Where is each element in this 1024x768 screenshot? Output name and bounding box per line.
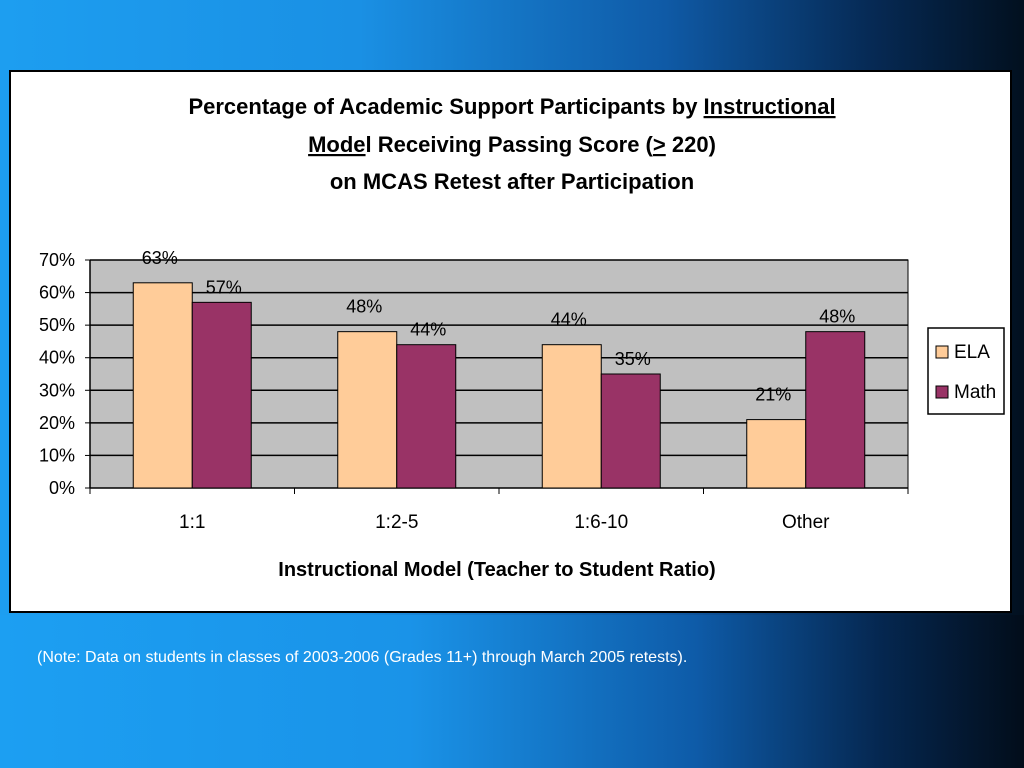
bar-math <box>396 344 457 489</box>
chart-title-segment: Instructional <box>704 94 836 119</box>
chart-title-line-3: on MCAS Retest after Participation <box>330 169 694 194</box>
bar-math <box>191 301 252 489</box>
chart-title-segment: l Receiving Passing Score ( <box>366 132 654 157</box>
chart-panel: Percentage of Academic Support Participa… <box>9 70 1012 613</box>
data-label: 35% <box>615 349 651 369</box>
footnote: (Note: Data on students in classes of 20… <box>37 649 688 666</box>
x-tick-label: 1:6-10 <box>574 512 628 533</box>
x-tick-label: 1:2-5 <box>375 512 418 533</box>
chart-title-line-2: Model Receiving Passing Score (> 220) <box>308 132 716 157</box>
bar-ela <box>132 282 193 489</box>
y-tick-label: 10% <box>39 445 75 465</box>
bar-chart: Percentage of Academic Support Participa… <box>39 94 1005 581</box>
legend <box>927 327 1005 415</box>
chart-title-line-1: Percentage of Academic Support Participa… <box>188 94 835 119</box>
legend-label-ela: ELA <box>954 342 990 363</box>
y-tick-label: 50% <box>39 315 75 335</box>
y-tick-label: 20% <box>39 413 75 433</box>
y-tick-label: 30% <box>39 380 75 400</box>
bar-math <box>600 373 661 489</box>
y-tick-label: 70% <box>39 250 75 270</box>
bar-ela <box>746 419 807 489</box>
bar-ela <box>337 331 398 489</box>
x-axis-title: Instructional Model (Teacher to Student … <box>278 559 715 581</box>
data-label: 57% <box>206 277 242 297</box>
bar-ela <box>541 344 602 489</box>
legend-swatch-math <box>935 385 949 399</box>
bar-math <box>805 331 866 489</box>
x-tick-label: Other <box>782 512 830 533</box>
chart-title-segment: on MCAS Retest after Participation <box>330 169 694 194</box>
chart-title-segment: 220) <box>666 132 716 157</box>
data-label: 48% <box>819 307 855 327</box>
chart-title-segment: Mode <box>308 132 365 157</box>
legend-label-math: Math <box>954 382 996 403</box>
data-label: 48% <box>346 297 382 317</box>
data-label: 63% <box>142 248 178 268</box>
y-tick-label: 40% <box>39 348 75 368</box>
x-tick-label: 1:1 <box>179 512 205 533</box>
legend-swatch-ela <box>935 345 949 359</box>
y-tick-label: 60% <box>39 283 75 303</box>
data-label: 44% <box>410 320 446 340</box>
y-tick-label: 0% <box>49 478 75 498</box>
data-label: 44% <box>551 310 587 330</box>
chart-title-segment: Percentage of Academic Support Participa… <box>188 94 703 119</box>
slide-background <box>0 615 1024 768</box>
chart-title-segment: > <box>653 132 666 157</box>
data-label: 21% <box>755 385 791 405</box>
